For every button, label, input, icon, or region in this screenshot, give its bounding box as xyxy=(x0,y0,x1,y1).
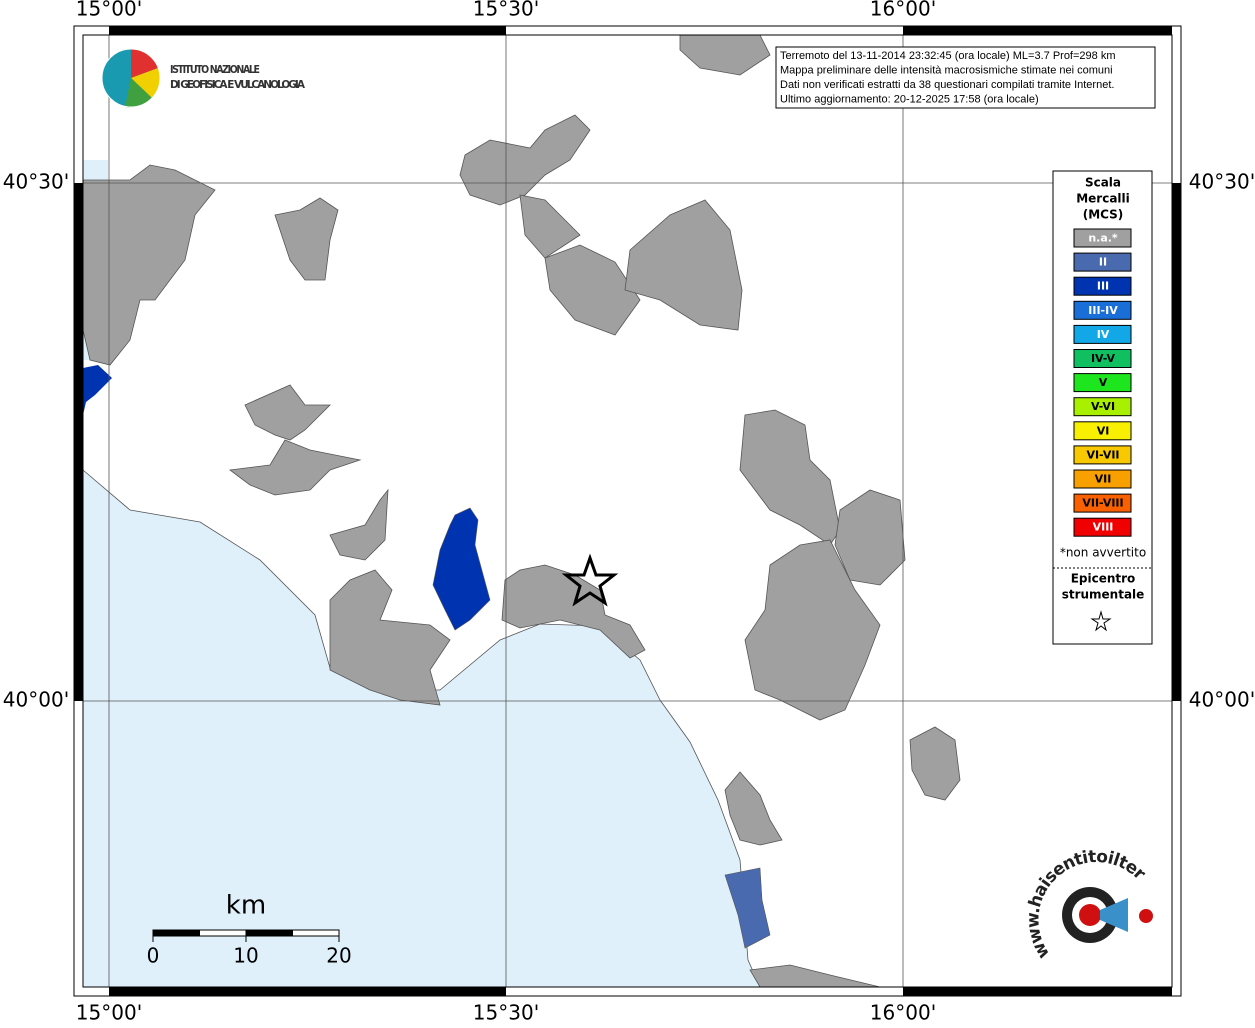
legend-epicenter: Epicentro xyxy=(1071,572,1136,586)
scale-segment xyxy=(292,929,340,937)
scale-segment xyxy=(199,929,247,937)
legend-swatch xyxy=(1073,373,1132,393)
lat-label: 40°00' xyxy=(1189,688,1255,712)
legend-label: IV-V xyxy=(1091,352,1116,365)
legend-label: VI-VII xyxy=(1086,448,1119,461)
municipalities xyxy=(82,34,961,988)
info-line: Ultimo aggiornamento: 20-12-2025 17:58 (… xyxy=(780,93,1039,105)
lat-label: 40°30' xyxy=(3,170,69,194)
legend-swatch xyxy=(1073,493,1132,513)
scale-label: 10 xyxy=(233,944,258,968)
lon-label: 16°00' xyxy=(870,1001,936,1025)
legend-label: VII xyxy=(1095,473,1112,486)
ingv-name: DI GEOFISICA E VULCANOLOGIA xyxy=(170,79,306,91)
lon-label: 16°00' xyxy=(870,0,936,21)
legend-swatch xyxy=(1073,349,1132,368)
info-line: Terremoto del 13-11-2014 23:32:45 (ora l… xyxy=(780,50,1116,62)
legend-label: VIII xyxy=(1093,521,1114,534)
legend-swatch xyxy=(1073,252,1132,272)
legend-swatch xyxy=(1073,397,1132,417)
lon-label: 15°00' xyxy=(76,0,142,21)
legend-title: Mercalli xyxy=(1076,192,1130,206)
lon-label: 15°00' xyxy=(76,1001,142,1025)
info-text: Terremoto del 13-11-2014 23:32:45 (ora l… xyxy=(780,50,1116,106)
scale-bar: km 0 10 20 xyxy=(147,891,352,968)
legend-title: (MCS) xyxy=(1083,208,1124,222)
legend-swatch xyxy=(1073,469,1132,489)
ingv-name: ISTITUTO NAZIONALE xyxy=(170,64,260,76)
scale-label: 20 xyxy=(326,944,351,968)
legend-label: III-IV xyxy=(1088,304,1118,317)
scale-label: 0 xyxy=(147,944,160,968)
legend-label: VI xyxy=(1097,424,1110,437)
legend-swatch xyxy=(1073,228,1132,248)
municipality-ii xyxy=(724,867,771,949)
legend-title: Scala xyxy=(1085,176,1121,190)
legend-star xyxy=(1090,610,1112,632)
legend-swatch xyxy=(1073,421,1132,441)
legend-swatch xyxy=(1073,300,1132,320)
legend-label: V-VI xyxy=(1091,400,1115,413)
scale-unit: km xyxy=(226,891,266,921)
axis-labels: 15°00' 15°30' 16°00' 15°00' 15°30' 16°00' 40°3… xyxy=(3,0,1255,1025)
legend-note: *non avvertito xyxy=(1060,546,1146,560)
epicenter-star xyxy=(561,553,619,607)
lon-label: 15°30' xyxy=(473,1001,539,1025)
legend-label: III xyxy=(1097,280,1109,293)
legend-label: V xyxy=(1099,376,1108,389)
scale-segment xyxy=(245,929,293,937)
municipality-iii xyxy=(432,507,491,631)
legend-swatch xyxy=(1073,276,1132,296)
info-line: Mappa preliminare delle intensità macros… xyxy=(780,64,1113,76)
legend-label: VII-VIII xyxy=(1082,497,1123,510)
legend-swatch xyxy=(1073,517,1132,537)
legend-swatch xyxy=(1073,445,1132,465)
legend-label: n.a.* xyxy=(1088,232,1118,245)
lat-label: 40°00' xyxy=(3,688,69,712)
ingv-logo: ISTITUTO NAZIONALE DI GEOFISICA E VULCAN… xyxy=(101,48,306,108)
graticule xyxy=(83,35,1172,987)
legend-epicenter: strumentale xyxy=(1062,588,1145,602)
legend-swatch xyxy=(1073,324,1132,344)
municipality-iii xyxy=(83,365,112,415)
lat-label: 40°30' xyxy=(1189,170,1255,194)
info-box xyxy=(775,46,1156,109)
frame xyxy=(73,25,1182,997)
legend-label: IV xyxy=(1097,328,1110,341)
legend: ScalaMercalli(MCS)n.a.*IIIIIIII-IVIVIV-V… xyxy=(1053,176,1152,632)
lon-label: 15°30' xyxy=(473,0,539,21)
legend-label: II xyxy=(1099,256,1107,269)
scale-segment xyxy=(152,929,200,937)
info-line: Dati non verificati estratti da 38 quest… xyxy=(780,79,1114,91)
